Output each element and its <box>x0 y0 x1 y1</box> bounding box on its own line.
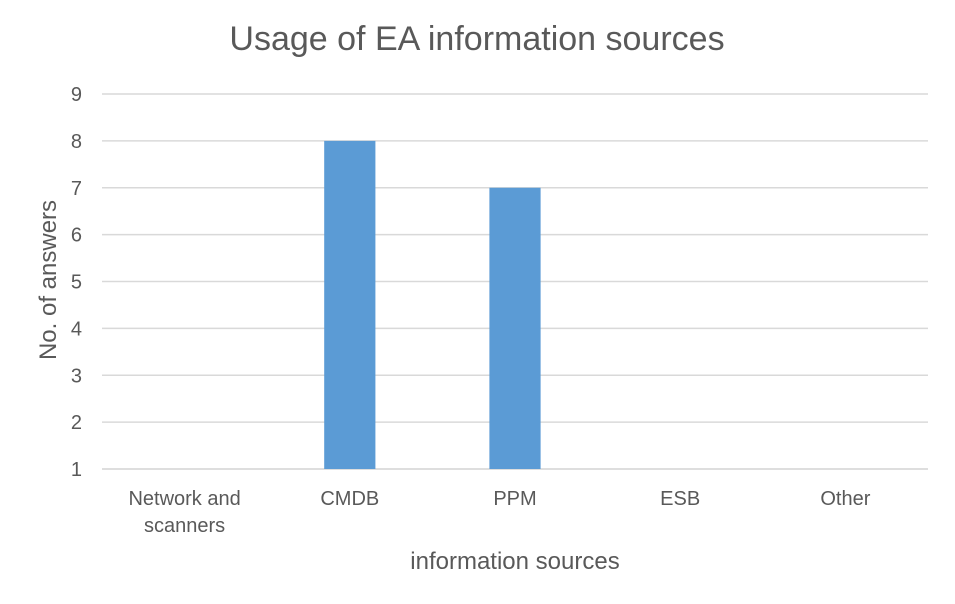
y-axis-ticks: 1 2 3 4 5 6 7 8 9 <box>71 84 82 481</box>
y-tick-label: 8 <box>71 131 82 153</box>
x-tick-label: ESB <box>660 488 700 510</box>
x-tick-label: PPM <box>493 488 536 510</box>
y-tick-label: 5 <box>71 272 82 294</box>
x-tick-label-line: scanners <box>144 515 225 537</box>
x-tick-label: Other <box>820 488 870 510</box>
y-tick-label: 9 <box>71 84 82 106</box>
x-tick-label-line: Network and <box>128 488 240 510</box>
x-tick-label-line: PPM <box>493 488 536 510</box>
bar-ppm <box>489 187 541 469</box>
y-tick-label: 7 <box>71 178 82 200</box>
bar-cmdb <box>324 140 376 469</box>
x-tick-label-line: Other <box>820 488 870 510</box>
y-tick-label: 3 <box>71 365 82 387</box>
x-tick-label: CMDB <box>320 488 379 510</box>
bars <box>324 140 541 469</box>
y-tick-label: 6 <box>71 225 82 247</box>
x-tick-label-line: ESB <box>660 488 700 510</box>
y-tick-label: 2 <box>71 412 82 434</box>
y-axis-title: No. of answers <box>35 200 62 360</box>
x-tick-label-line: CMDB <box>320 488 379 510</box>
y-tick-label: 4 <box>71 318 82 340</box>
chart-title: Usage of EA information sources <box>229 20 724 58</box>
x-axis-ticks: Network and scanners CMDB PPM ESB Other <box>128 488 870 537</box>
y-tick-label: 1 <box>71 459 82 481</box>
x-tick-label: Network and scanners <box>128 488 240 537</box>
x-axis-title: information sources <box>410 548 619 575</box>
